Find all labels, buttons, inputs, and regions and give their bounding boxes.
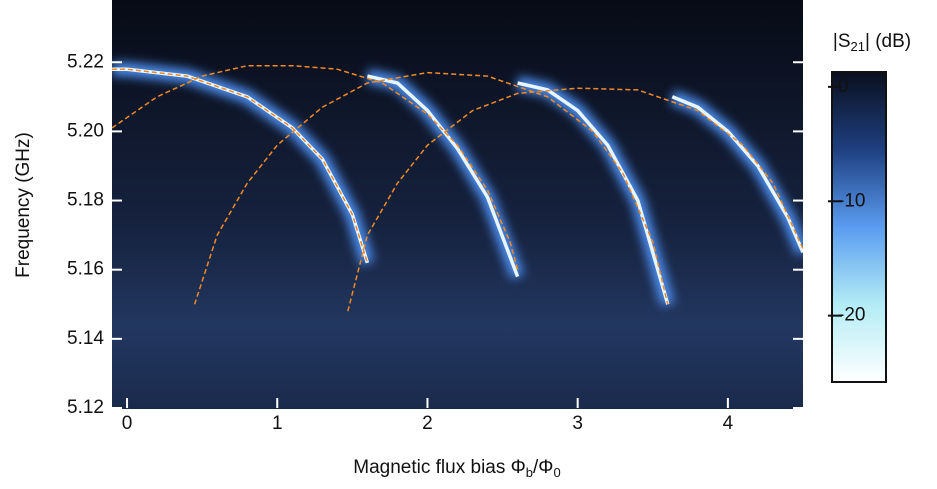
x-label-part: b xyxy=(526,465,533,480)
plot-area xyxy=(112,62,803,312)
colorbar-label-part: |S xyxy=(833,31,851,52)
x-tick-label: 4 xyxy=(723,413,734,434)
colorbar xyxy=(831,71,887,383)
y-tick-label: 5.14 xyxy=(67,328,104,349)
x-label-part: 0 xyxy=(553,465,560,480)
y-tick-label: 5.20 xyxy=(67,120,104,141)
x-label-part: /Φ xyxy=(533,457,553,478)
x-tick-label: 1 xyxy=(272,413,283,434)
x-label-part: Magnetic flux bias Φ xyxy=(353,457,526,478)
x-tick-label: 3 xyxy=(572,413,583,434)
fit-line xyxy=(112,64,519,270)
resonance xyxy=(671,95,803,254)
y-tick-label: 5.22 xyxy=(67,51,104,72)
fit-line xyxy=(347,87,803,312)
colorbar-tick-label: -10 xyxy=(838,190,865,211)
y-tick-label: 5.16 xyxy=(67,259,104,280)
x-tick-label: 0 xyxy=(122,413,133,434)
x-axis-label: Magnetic flux bias Φb/Φ0 xyxy=(353,457,560,480)
fit-line xyxy=(112,68,369,264)
x-tick-label: 2 xyxy=(422,413,433,434)
colorbar-label: |S21| (dB) xyxy=(833,31,911,54)
colorbar-tick-label: 0 xyxy=(838,76,849,97)
colorbar-label-part: 21 xyxy=(851,39,865,54)
fit-line xyxy=(193,71,669,305)
heatmap-background xyxy=(112,0,803,409)
colorbar-tick-label: -20 xyxy=(838,305,865,326)
y-tick-label: 5.12 xyxy=(67,397,104,418)
colorbar-label-part: | (dB) xyxy=(865,31,911,52)
y-tick-label: 5.18 xyxy=(67,190,104,211)
y-axis-label: Frequency (GHz) xyxy=(13,132,34,278)
